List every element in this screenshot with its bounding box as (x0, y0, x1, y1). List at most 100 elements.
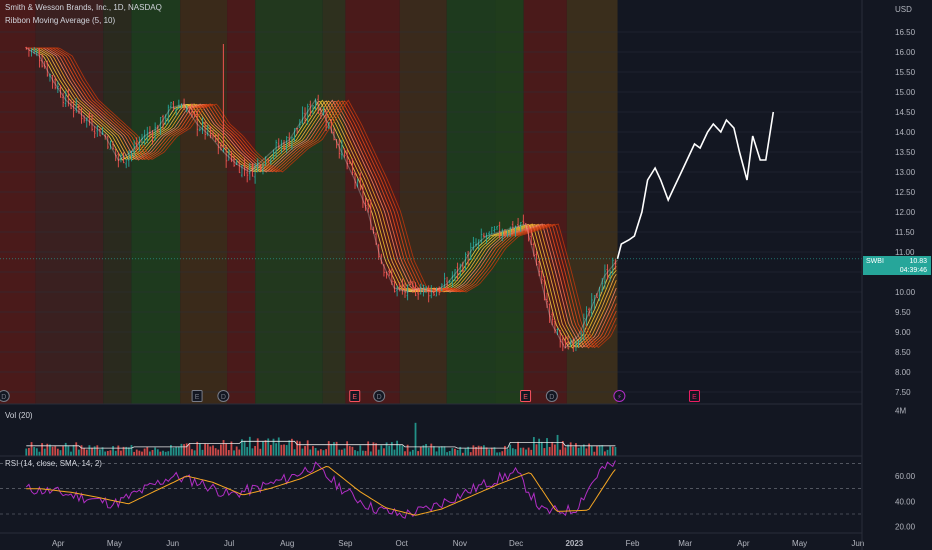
y-tick-label: 12.50 (895, 188, 916, 197)
volume-bar (167, 451, 170, 456)
volume-bar (443, 446, 446, 456)
volume-pane: 4M (25, 407, 906, 456)
projection-line (616, 111, 775, 259)
volume-bar (267, 438, 270, 456)
volume-label[interactable]: Vol (20) (5, 411, 33, 420)
volume-bar (51, 446, 54, 456)
volume-bar (383, 448, 385, 456)
volume-bar (185, 443, 188, 456)
volume-bar (28, 448, 30, 456)
volume-bar (525, 449, 527, 456)
volume-bar (164, 451, 167, 456)
volume-bar (335, 441, 338, 456)
volume-bar (209, 446, 212, 456)
y-axis-unit: USD (895, 5, 912, 14)
y-tick-label: 11.50 (895, 228, 915, 237)
volume-bar (535, 444, 538, 456)
ribbon-ma-line (26, 47, 617, 348)
x-tick-label: May (107, 539, 122, 548)
volume-bar (175, 446, 178, 456)
ribbon-ma-line (26, 47, 617, 349)
volume-bar (114, 450, 117, 456)
regime-band (103, 0, 132, 404)
volume-bar (601, 445, 604, 456)
volume-bar (580, 446, 583, 456)
volume-bar (75, 442, 78, 456)
volume-bar (404, 451, 406, 456)
x-tick-label: Oct (395, 539, 408, 548)
volume-bar (446, 452, 448, 456)
x-tick-label: Nov (453, 539, 467, 548)
volume-bar (367, 441, 370, 456)
volume-scale-label: 4M (895, 407, 906, 416)
volume-bar (64, 442, 67, 456)
event-marker-box (349, 390, 361, 402)
volume-bar (575, 443, 577, 456)
volume-bar (451, 448, 454, 456)
volume-bar (482, 445, 485, 456)
event-marker-label: E (352, 394, 357, 401)
volume-bar (340, 449, 343, 456)
volume-bar (130, 445, 133, 456)
x-tick-label: Jun (851, 539, 864, 548)
volume-bar (106, 451, 109, 456)
volume-bar (427, 447, 430, 456)
y-tick-label: 16.00 (895, 48, 916, 57)
volume-bar (314, 448, 317, 456)
volume-bar (43, 448, 46, 456)
volume-bar (219, 444, 222, 456)
volume-bar (96, 445, 99, 456)
volume-bar (33, 446, 36, 456)
y-tick-label: 10.00 (895, 288, 916, 297)
volume-bar (603, 451, 606, 456)
volume-bar (514, 449, 517, 456)
price-axis: USD 16.50 16.00 15.50 15.00 14.50 14.00 13.50 13… (862, 0, 932, 550)
volume-bar (459, 446, 462, 456)
volume-bar (469, 452, 472, 456)
regime-band (399, 0, 447, 404)
x-tick-label: Aug (280, 539, 294, 548)
ribbon-ma-line (26, 47, 617, 348)
volume-bar (419, 446, 422, 456)
regime-band (523, 0, 567, 404)
volume-bar (380, 445, 383, 456)
volume-bar (49, 444, 51, 456)
volume-bar (188, 443, 191, 456)
volume-bar (141, 451, 143, 456)
volume-bar (527, 447, 530, 456)
volume-bar (259, 448, 262, 456)
volume-bar (538, 438, 541, 456)
event-markers: D E D E D E D ⚡ E (0, 390, 700, 402)
volume-bar (196, 441, 199, 456)
regime-band (322, 0, 346, 404)
y-tick-label: 13.00 (895, 168, 916, 177)
volume-bar (93, 446, 96, 456)
x-tick-label: Jun (166, 539, 179, 548)
volume-bar (522, 447, 525, 456)
volume-bar (440, 446, 443, 456)
volume-bar (614, 446, 617, 456)
volume-bar (396, 440, 399, 456)
volume-bar (485, 447, 488, 456)
volume-bar (567, 444, 569, 456)
indicator-label[interactable]: Ribbon Moving Average (5, 10) (5, 16, 116, 25)
volume-bar (243, 440, 246, 456)
volume-bar (351, 446, 354, 456)
ribbon-ma-line (26, 47, 617, 349)
regime-band (131, 0, 181, 404)
volume-bar (372, 442, 375, 456)
y-tick-label: 11.00 (895, 248, 915, 257)
volume-bar (246, 447, 249, 456)
volume-bar (104, 451, 107, 456)
volume-bar (338, 449, 341, 456)
volume-bar (519, 447, 522, 456)
rsi-label[interactable]: RSI (14, close, SMA, 14, 2) (5, 459, 102, 468)
volume-bar (438, 446, 441, 456)
rsi-line (25, 460, 616, 519)
ribbon-ma-line (26, 47, 617, 349)
badge-countdown: 04:39:46 (899, 266, 927, 274)
volume-bar (304, 446, 306, 456)
volume-bar (112, 446, 114, 456)
event-marker-circle (545, 390, 558, 402)
